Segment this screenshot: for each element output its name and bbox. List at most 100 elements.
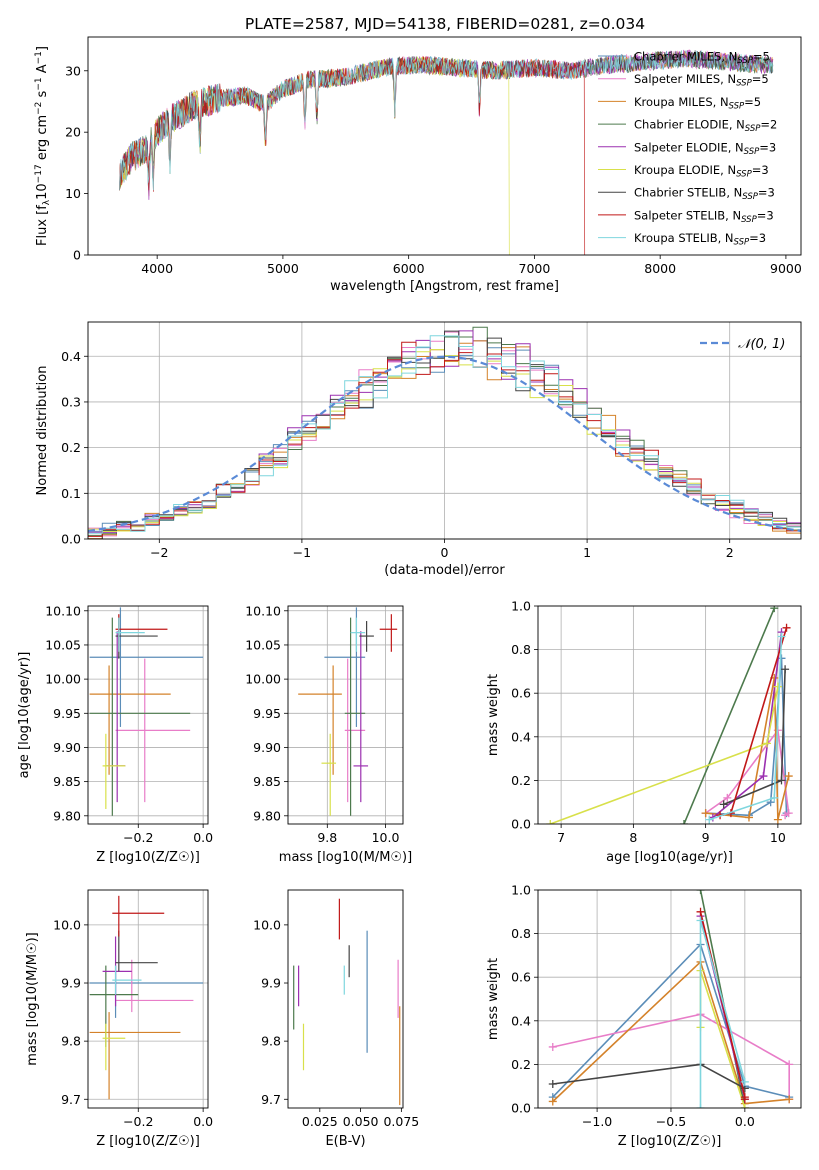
y-tick-label: 9.8 xyxy=(261,1034,281,1049)
weight-marker xyxy=(782,623,791,632)
mass-vs-extinction-panel: 0.025 0.050 0.075 9.7 9.8 9.9 10.0 E(B-V) xyxy=(253,889,419,1149)
y-tick-label: 0.4 xyxy=(511,729,531,744)
weight-marker xyxy=(777,776,786,785)
weight-marker xyxy=(696,890,705,894)
legend-label: Chabrier MILES, NSSP=5 xyxy=(634,50,770,67)
axes-frame xyxy=(287,889,404,1109)
weight-vs-metallicity-panel: −1.0 −0.5 0.0 0.0 0.2 0.4 0.6 0.8 1.0 Z [log10(Z/… xyxy=(486,883,802,1149)
y-tick-label: 9.95 xyxy=(253,706,281,721)
x-axis-label: Z [log10(Z/Z☉)] xyxy=(618,1134,722,1149)
x-tick-label: 0.0 xyxy=(193,1114,213,1129)
y-tick-label: 0 xyxy=(73,248,81,263)
y-tick-label: 30 xyxy=(65,63,81,78)
weight-marker xyxy=(679,820,688,824)
plot-area xyxy=(89,607,204,816)
data-point xyxy=(321,733,337,816)
y-tick-label: 10.00 xyxy=(245,672,281,687)
x-tick-label: 2 xyxy=(726,545,734,560)
y-tick-label: 9.90 xyxy=(53,740,81,755)
weight-marker xyxy=(740,1077,749,1086)
legend-label: Kroupa ELODIE, NSSP=3 xyxy=(634,163,769,180)
y-tick-label: 0.0 xyxy=(511,817,531,832)
weight-marker xyxy=(548,1097,557,1106)
data-point xyxy=(89,665,171,775)
y-tick-label: 0.8 xyxy=(511,926,531,941)
x-tick-label: 0.025 xyxy=(302,1114,338,1129)
x-tick-label: −1.0 xyxy=(582,1114,612,1129)
y-axis-label: Flux [fλ10−17 erg cm−2 s−1 A−1] xyxy=(34,46,52,246)
weight-marker xyxy=(781,811,790,820)
weight-marker xyxy=(696,907,705,916)
x-tick-label: 5000 xyxy=(267,261,299,276)
weight-line xyxy=(699,970,746,1108)
weight-marker xyxy=(773,815,782,824)
x-tick-label: 10.0 xyxy=(372,830,400,845)
data-point xyxy=(102,733,126,809)
spectrum-panel: 4000 5000 6000 7000 8000 9000 0 10 20 30 wavelengt… xyxy=(34,36,802,294)
weight-marker xyxy=(696,916,705,925)
data-point xyxy=(102,936,132,1007)
y-tick-label: 0.4 xyxy=(511,1013,531,1028)
age-vs-metallicity-panel: −0.2 0.0 9.80 9.85 9.90 9.95 10.00 10.05 10.10 Z … xyxy=(17,603,213,865)
axes-frame xyxy=(87,321,802,540)
spectrum-line xyxy=(119,56,586,255)
y-tick-label: 0.1 xyxy=(61,486,81,501)
x-tick-label: 4000 xyxy=(141,261,173,276)
data-point xyxy=(112,895,165,937)
x-axis-label: (data-model)/error xyxy=(384,563,505,578)
y-tick-label: 1.0 xyxy=(511,599,531,614)
data-point xyxy=(112,965,142,995)
weight-marker xyxy=(773,682,782,691)
x-axis-label: wavelength [Angstrom, rest frame] xyxy=(330,279,559,294)
data-point xyxy=(115,658,191,803)
x-axis-label: age [log10(age/yr)] xyxy=(606,850,733,865)
data-point xyxy=(350,617,366,652)
y-axis-label: mass [log10(M/M☉)] xyxy=(25,932,40,1065)
weight-marker xyxy=(785,1060,794,1069)
data-point xyxy=(298,665,342,775)
plot-area xyxy=(119,48,774,255)
y-tick-label: 9.9 xyxy=(261,976,281,991)
y-tick-label: 10.10 xyxy=(245,603,281,618)
y-tick-label: 9.9 xyxy=(61,976,81,991)
plot-area xyxy=(88,326,801,539)
weight-marker xyxy=(701,809,710,818)
weight-marker xyxy=(705,815,714,824)
x-tick-label: −1 xyxy=(293,545,311,560)
plot-area xyxy=(89,895,204,1100)
x-tick-label: 7000 xyxy=(519,261,551,276)
x-tick-label: −0.2 xyxy=(123,830,153,845)
data-point xyxy=(89,607,204,727)
spectrum-line xyxy=(119,49,774,191)
mass-vs-metallicity-panel: −0.2 0.0 9.7 9.8 9.9 10.0 Z [log10(Z/Z☉)] mass … xyxy=(25,889,213,1149)
data-point xyxy=(359,621,374,652)
legend-label: Chabrier STELIB, NSSP=3 xyxy=(634,186,775,203)
residuals-panel: −2 −1 0 1 2 0.0 0.1 0.2 0.3 0.4 (data-model)/error… xyxy=(35,321,802,578)
axes-frame xyxy=(87,605,209,825)
axes-frame xyxy=(287,605,404,825)
y-tick-label: 9.80 xyxy=(53,808,81,823)
x-axis-label: Z [log10(Z/Z☉)] xyxy=(96,1134,200,1149)
y-tick-label: 0.6 xyxy=(511,970,531,985)
data-point xyxy=(115,959,194,1013)
weight-marker xyxy=(719,800,728,809)
y-tick-label: 9.95 xyxy=(53,706,81,721)
weight-marker xyxy=(777,632,786,641)
y-tick-label: 9.7 xyxy=(61,1092,81,1107)
y-tick-label: 1.0 xyxy=(511,883,531,898)
plot-area xyxy=(293,898,401,1106)
legend-label: Salpeter STELIB, NSSP=3 xyxy=(634,208,774,225)
y-tick-label: 10.0 xyxy=(53,917,81,932)
legend-label: Chabrier ELODIE, NSSP=2 xyxy=(634,118,777,135)
y-tick-label: 9.8 xyxy=(61,1034,81,1049)
legend-label: Kroupa MILES, NSSP=5 xyxy=(634,95,761,112)
y-tick-label: 9.80 xyxy=(253,808,281,823)
data-point xyxy=(89,617,191,816)
x-tick-label: −0.5 xyxy=(656,1114,686,1129)
x-tick-label: −2 xyxy=(150,545,168,560)
weight-line xyxy=(699,911,746,1100)
y-tick-label: 0.0 xyxy=(511,1101,531,1116)
weight-marker xyxy=(784,772,793,781)
y-tick-label: 10.10 xyxy=(45,603,81,618)
y-tick-label: 10.05 xyxy=(45,637,81,652)
